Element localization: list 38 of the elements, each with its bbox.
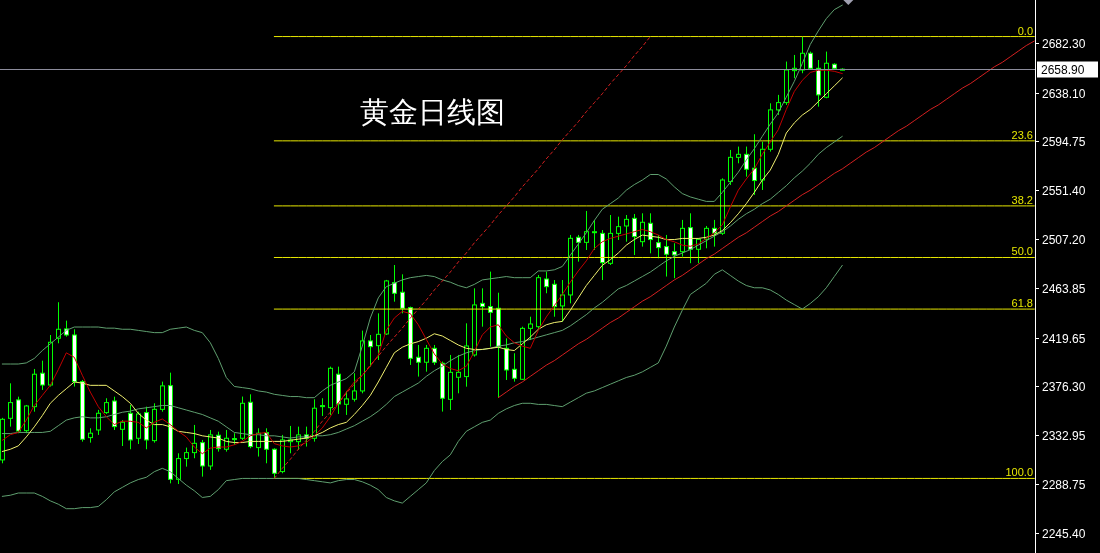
line-series (1, 264, 843, 510)
candlestick (32, 368, 37, 413)
annotation: 100.0 (1005, 465, 1033, 478)
annotation: 61.8 (1011, 296, 1033, 309)
candlestick (632, 213, 637, 256)
y-tick-label: 2376.30 (1042, 379, 1086, 394)
annotation: 23.6 (1011, 128, 1033, 141)
y-tick-label: 2288.75 (1042, 477, 1086, 492)
y-tick-label: 2419.65 (1042, 331, 1086, 346)
candlestick (256, 427, 261, 458)
candlestick (416, 344, 421, 378)
y-tick-label: 2682.30 (1042, 36, 1086, 51)
annotation: 38.2 (1011, 193, 1033, 206)
y-tick-label: 2332.95 (1042, 428, 1086, 443)
candlestick (88, 427, 93, 444)
candlestick (480, 287, 485, 328)
candlestick (424, 344, 429, 373)
candlestick (320, 397, 325, 417)
y-tick-label: 2594.75 (1042, 134, 1086, 149)
text: 黄金日线图 (360, 96, 505, 128)
line-series (273, 36, 651, 479)
annotation: 50.0 (1011, 244, 1033, 257)
candlestick (312, 398, 317, 443)
y-tick-label: 2551.40 (1042, 183, 1086, 198)
y-tick-label: 2463.85 (1042, 281, 1086, 296)
candlestick (392, 264, 397, 303)
ref-line-label: 2658.90 (1041, 62, 1085, 77)
candlestick (672, 242, 677, 279)
annotation: 0.0 (1017, 24, 1033, 37)
y-tick-label: 2245.40 (1042, 526, 1086, 541)
y-tick-label: 2507.20 (1042, 232, 1086, 247)
candlestick (512, 352, 517, 383)
candlestick (104, 397, 109, 414)
candlestick (224, 429, 229, 453)
candlestick (640, 212, 645, 248)
candlestick (464, 322, 469, 388)
y-tick-label: 2638.10 (1042, 86, 1086, 101)
candlestick (8, 382, 13, 428)
